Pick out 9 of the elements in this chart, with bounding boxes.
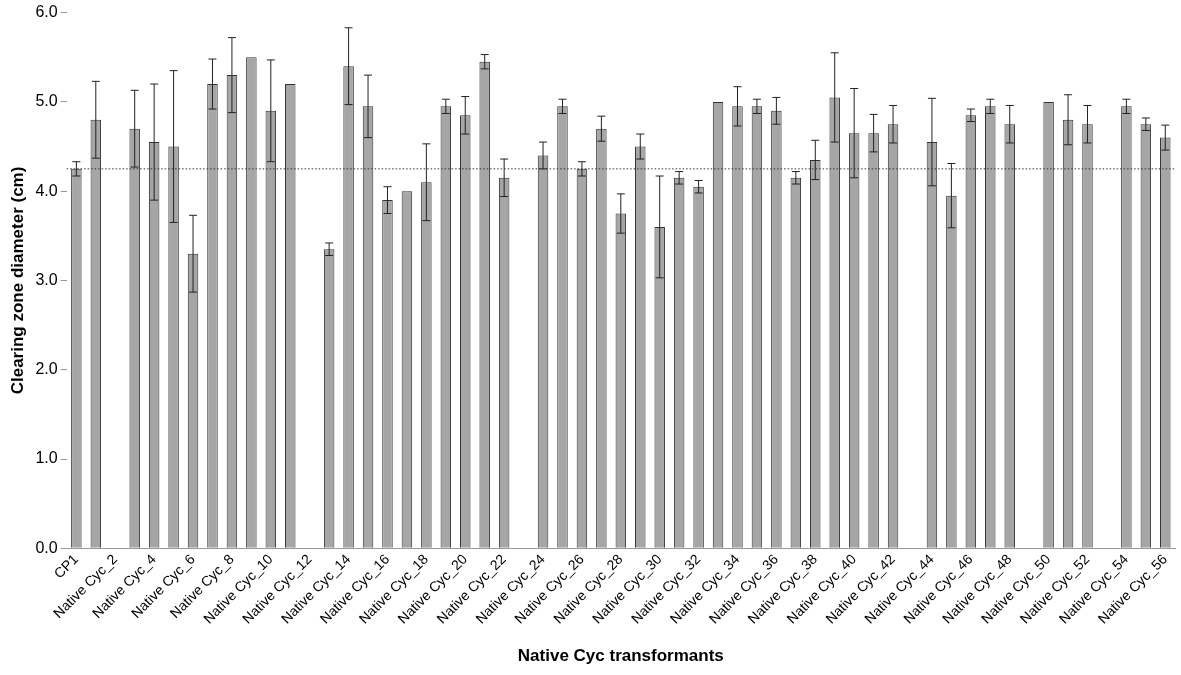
y-tick-label: 4.0 xyxy=(35,181,58,199)
y-axis-title: Clearing zone diameter (cm) xyxy=(7,166,27,395)
x-axis-title: Native Cyc transformants xyxy=(517,646,724,666)
y-tick-label: 1.0 xyxy=(35,449,58,467)
y-tick-label: 3.0 xyxy=(35,270,58,288)
y-tick-label: 0.0 xyxy=(35,538,58,556)
y-tick-label: 6.0 xyxy=(35,3,58,21)
y-tick-label: 5.0 xyxy=(35,92,58,110)
y-tick-label: 2.0 xyxy=(35,360,58,378)
